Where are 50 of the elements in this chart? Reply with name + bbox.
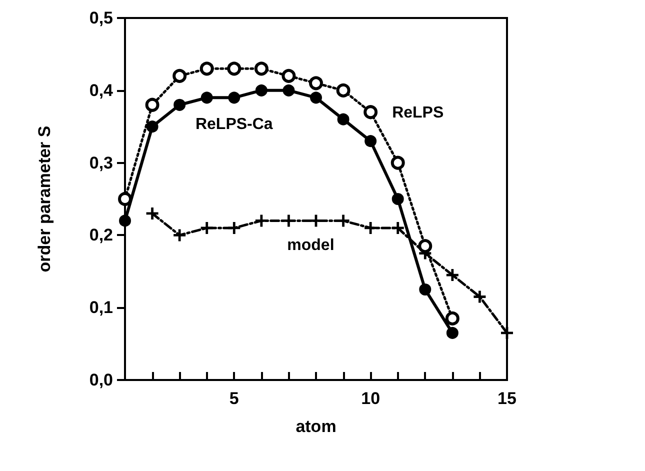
point <box>118 192 132 206</box>
point <box>309 76 323 90</box>
series-label: ReLPS <box>392 104 444 122</box>
point <box>445 311 460 326</box>
point <box>255 84 268 96</box>
y-tick-label: 0,3 <box>89 153 113 172</box>
y-tick-label: 0,5 <box>89 8 113 28</box>
y-tick-label: 0,0 <box>89 370 113 390</box>
x-axis-title: atom <box>296 417 336 436</box>
point <box>228 92 240 104</box>
point <box>228 222 240 234</box>
point <box>392 193 404 205</box>
x-tick-label: 15 <box>498 389 516 408</box>
point <box>364 222 377 234</box>
point <box>146 207 158 220</box>
x-tick-label: 10 <box>361 389 380 408</box>
point <box>446 269 458 282</box>
point <box>146 120 158 133</box>
point <box>337 113 350 126</box>
point <box>200 92 213 104</box>
point <box>364 105 378 120</box>
point <box>390 156 405 170</box>
point <box>418 239 432 254</box>
point <box>310 92 322 104</box>
point <box>254 62 268 76</box>
point <box>174 98 186 111</box>
point <box>255 214 268 227</box>
point <box>145 98 160 112</box>
point <box>419 284 432 296</box>
point <box>174 229 186 242</box>
point <box>364 135 377 148</box>
point <box>392 222 404 234</box>
x-tick-label: 5 <box>229 389 239 408</box>
point <box>446 326 458 339</box>
point <box>119 214 131 227</box>
point <box>227 62 242 76</box>
point <box>282 68 296 83</box>
series-label: ReLPS-Ca <box>195 116 273 134</box>
point <box>172 68 187 83</box>
y-tick-label: 0,2 <box>89 226 113 245</box>
point <box>282 84 295 96</box>
y-axis-title: order parameter S <box>35 126 54 272</box>
series-label: model <box>287 237 334 254</box>
point <box>200 222 213 234</box>
point <box>336 83 350 98</box>
point <box>200 62 214 76</box>
point <box>474 290 486 303</box>
point <box>501 326 513 339</box>
y-tick-label: 0,4 <box>89 80 114 100</box>
y-tick-label: 0,1 <box>89 298 113 318</box>
